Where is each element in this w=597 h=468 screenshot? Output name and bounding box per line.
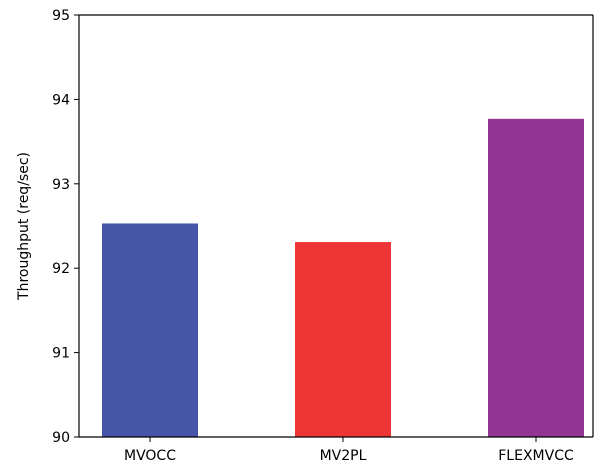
bar-mv2pl bbox=[295, 242, 391, 437]
bar-flexmvcc bbox=[488, 118, 584, 437]
x-tick-label: MV2PL bbox=[320, 448, 367, 464]
y-tick-label: 94 bbox=[52, 92, 70, 108]
y-tick-label: 93 bbox=[52, 177, 70, 193]
plot-frame bbox=[78, 14, 594, 438]
bar-mvocc bbox=[102, 223, 198, 437]
y-axis-ticks: 90 91 92 93 94 95 bbox=[52, 8, 79, 446]
y-tick-label: 90 bbox=[52, 430, 70, 446]
x-axis-ticks: MVOCC MV2PL FLEXMVCC bbox=[124, 437, 574, 464]
y-tick-label: 91 bbox=[52, 346, 70, 362]
x-tick-label: FLEXMVCC bbox=[498, 448, 574, 464]
x-tick-label: MVOCC bbox=[124, 448, 176, 464]
bars-group bbox=[102, 118, 584, 437]
y-axis-title: Throughput (req/sec) bbox=[16, 152, 32, 301]
y-tick-label: 92 bbox=[52, 261, 70, 277]
y-tick-label: 95 bbox=[52, 8, 70, 24]
